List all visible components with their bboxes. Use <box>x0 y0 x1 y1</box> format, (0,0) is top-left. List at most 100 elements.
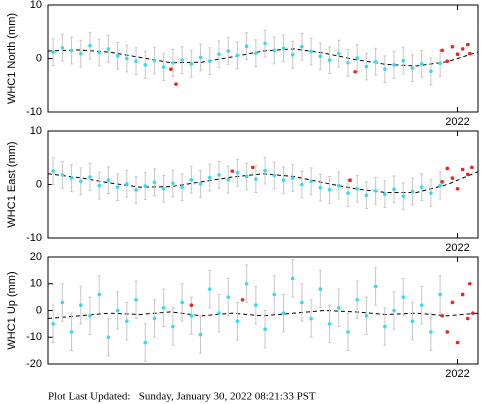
data-point <box>309 316 313 321</box>
data-point <box>410 66 415 70</box>
data-point <box>230 169 235 173</box>
data-point <box>60 300 65 305</box>
data-point <box>106 335 111 340</box>
data-point <box>152 58 157 63</box>
data-point <box>290 52 295 57</box>
data-point <box>60 173 65 177</box>
data-point <box>445 330 450 334</box>
data-point <box>429 191 433 195</box>
data-point <box>353 70 357 74</box>
data-point <box>392 63 396 67</box>
data-point <box>244 174 249 179</box>
data-point <box>272 173 277 178</box>
data-point <box>217 173 221 177</box>
data-point <box>460 167 465 172</box>
data-point <box>217 311 221 315</box>
data-point <box>78 303 83 307</box>
data-point <box>445 59 450 63</box>
data-point <box>440 48 444 53</box>
data-point <box>189 177 194 182</box>
data-point <box>440 314 444 318</box>
data-point <box>373 59 378 64</box>
data-point <box>69 330 74 334</box>
data-point <box>281 46 286 51</box>
data-point <box>392 308 396 313</box>
data-point <box>235 53 240 58</box>
data-point <box>455 52 460 57</box>
y-tick-label: -10 <box>26 331 42 343</box>
data-point <box>180 185 184 189</box>
y-tick-label: -10 <box>26 232 42 244</box>
data-point <box>438 292 442 297</box>
data-point <box>309 49 313 54</box>
data-point <box>410 319 415 324</box>
data-point <box>281 311 286 315</box>
y-tick-label: -20 <box>26 358 42 370</box>
data-point <box>468 51 472 56</box>
y-axis-label: WHC1 East (mm) <box>6 141 18 227</box>
data-point <box>355 298 359 302</box>
data-point <box>217 52 221 57</box>
data-point <box>355 186 359 191</box>
data-point <box>152 316 157 321</box>
data-point <box>468 281 472 286</box>
data-point <box>51 322 55 326</box>
data-point <box>161 306 166 310</box>
x-tick-label: 2022 <box>445 368 469 380</box>
data-point <box>336 183 341 188</box>
x-tick-label: 2022 <box>445 242 469 254</box>
data-point <box>143 63 148 67</box>
data-point <box>235 170 240 175</box>
data-point <box>235 319 240 324</box>
data-point <box>318 54 323 59</box>
data-point <box>207 175 212 180</box>
data-point <box>174 82 178 86</box>
data-point <box>373 189 378 193</box>
data-point <box>450 300 455 305</box>
data-point <box>263 168 267 173</box>
data-point <box>300 44 304 49</box>
data-point <box>198 55 203 60</box>
data-point <box>471 311 475 315</box>
data-point <box>272 48 277 53</box>
data-point <box>465 42 470 47</box>
data-point <box>401 295 406 299</box>
data-point <box>134 59 138 63</box>
data-point <box>254 51 258 55</box>
data-point <box>455 186 460 191</box>
data-point <box>180 58 184 62</box>
data-point <box>97 292 101 297</box>
data-point <box>327 322 332 326</box>
data-point <box>115 54 120 58</box>
data-point <box>327 188 332 192</box>
data-point <box>440 180 444 184</box>
data-point <box>364 314 369 318</box>
data-point <box>327 58 332 62</box>
data-point <box>364 193 369 197</box>
data-point <box>318 185 323 190</box>
data-point <box>60 46 65 50</box>
data-point <box>207 287 212 291</box>
data-point <box>143 340 148 345</box>
data-point <box>97 50 101 55</box>
y-tick-label: 10 <box>30 125 42 137</box>
data-point <box>419 185 424 189</box>
data-point <box>78 51 83 56</box>
data-point <box>460 292 465 297</box>
data-point <box>240 298 245 302</box>
data-point <box>207 59 212 63</box>
data-point <box>429 69 433 74</box>
data-point <box>125 319 129 324</box>
x-tick-label: 2022 <box>445 116 469 128</box>
data-point <box>78 179 83 184</box>
data-point <box>171 60 175 65</box>
data-point <box>392 187 396 192</box>
data-point <box>226 295 230 299</box>
data-point <box>300 300 304 305</box>
data-point <box>198 182 203 186</box>
y-tick-label: 0 <box>36 52 42 64</box>
data-point <box>263 327 267 332</box>
data-point <box>250 165 255 170</box>
data-point <box>106 178 111 183</box>
data-point <box>263 41 267 46</box>
